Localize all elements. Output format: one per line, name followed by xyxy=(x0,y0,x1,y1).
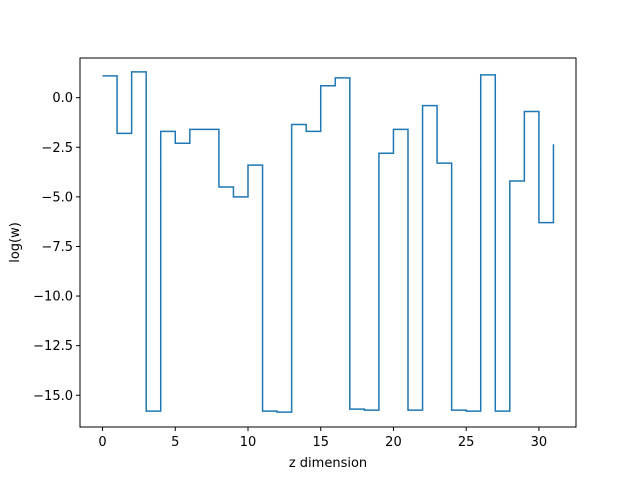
y-axis: 0.0 −2.5 −5.0 −7.5 −10.0 −12.5 −15.0 xyxy=(33,91,80,404)
x-tick-label: 20 xyxy=(385,435,402,450)
x-tick-label: 10 xyxy=(240,435,257,450)
y-tick-label: −15.0 xyxy=(33,389,73,404)
x-tick-label: 30 xyxy=(531,435,548,450)
series-layer xyxy=(102,71,555,413)
y-tick-label: −2.5 xyxy=(41,141,73,156)
series-line-0 xyxy=(102,71,555,413)
x-tick-label: 25 xyxy=(458,435,475,450)
y-tick-label: 0.0 xyxy=(52,91,73,106)
y-tick-label: −10.0 xyxy=(33,290,73,305)
y-axis-label: log(w) xyxy=(8,222,23,263)
plot-frame xyxy=(79,57,577,428)
x-tick-label: 15 xyxy=(312,435,329,450)
y-tick-label: −12.5 xyxy=(33,339,73,354)
y-tick-label: −5.0 xyxy=(41,190,73,205)
y-tick-label: −7.5 xyxy=(41,240,73,255)
x-tick-label: 0 xyxy=(98,435,106,450)
x-axis: 0 5 10 15 20 25 30 xyxy=(98,427,547,450)
x-tick-label: 5 xyxy=(171,435,179,450)
x-axis-label: z dimension xyxy=(289,456,367,471)
